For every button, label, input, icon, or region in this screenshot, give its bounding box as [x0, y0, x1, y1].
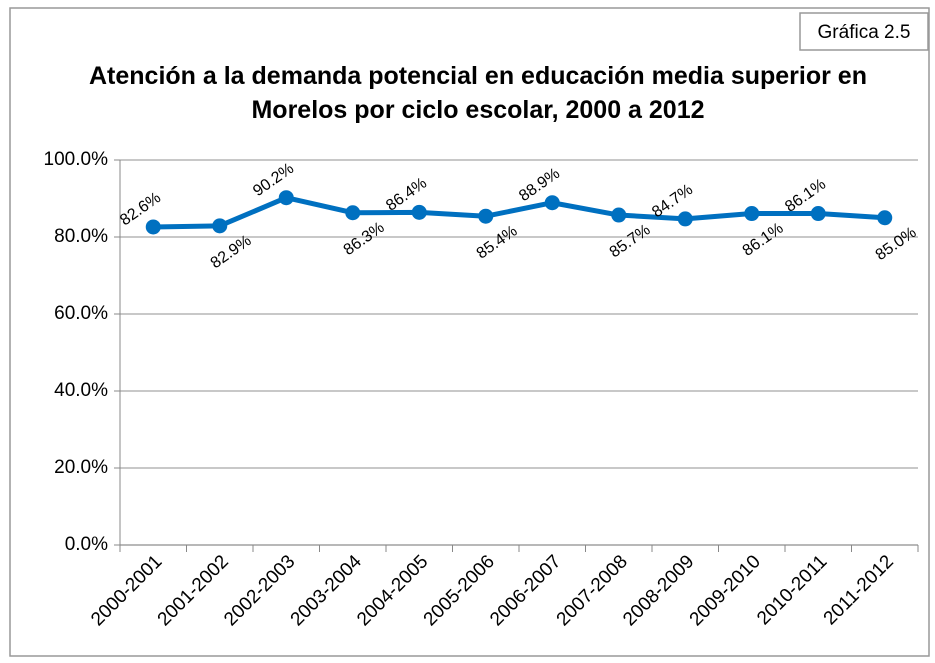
annotation: Gráfica 2.5: [818, 22, 911, 43]
marker: [212, 218, 228, 234]
y-tick-label: 40.0%: [54, 380, 108, 401]
marker: [810, 206, 826, 222]
y-tick-label: 100.0%: [44, 149, 109, 170]
marker: [611, 207, 627, 223]
marker: [411, 204, 427, 220]
marker: [744, 206, 760, 222]
y-tick-label: 20.0%: [54, 457, 108, 478]
marker: [677, 211, 693, 227]
y-tick-label: 0.0%: [65, 534, 108, 555]
line: [153, 195, 885, 230]
y-tick-label: 60.0%: [54, 303, 108, 324]
marker: [145, 219, 161, 235]
marker: [877, 210, 893, 226]
chart-title: Morelos por ciclo escolar, 2000 a 2012: [251, 96, 704, 124]
marker: [278, 190, 294, 206]
annotation-box: [799, 12, 929, 51]
marker: [478, 208, 494, 224]
marker: [544, 195, 560, 211]
y-tick-label: 80.0%: [54, 226, 108, 247]
marker: [345, 205, 361, 221]
chart-title: Atención a la demanda potencial en educa…: [89, 62, 867, 90]
chart-frame: [9, 7, 930, 657]
